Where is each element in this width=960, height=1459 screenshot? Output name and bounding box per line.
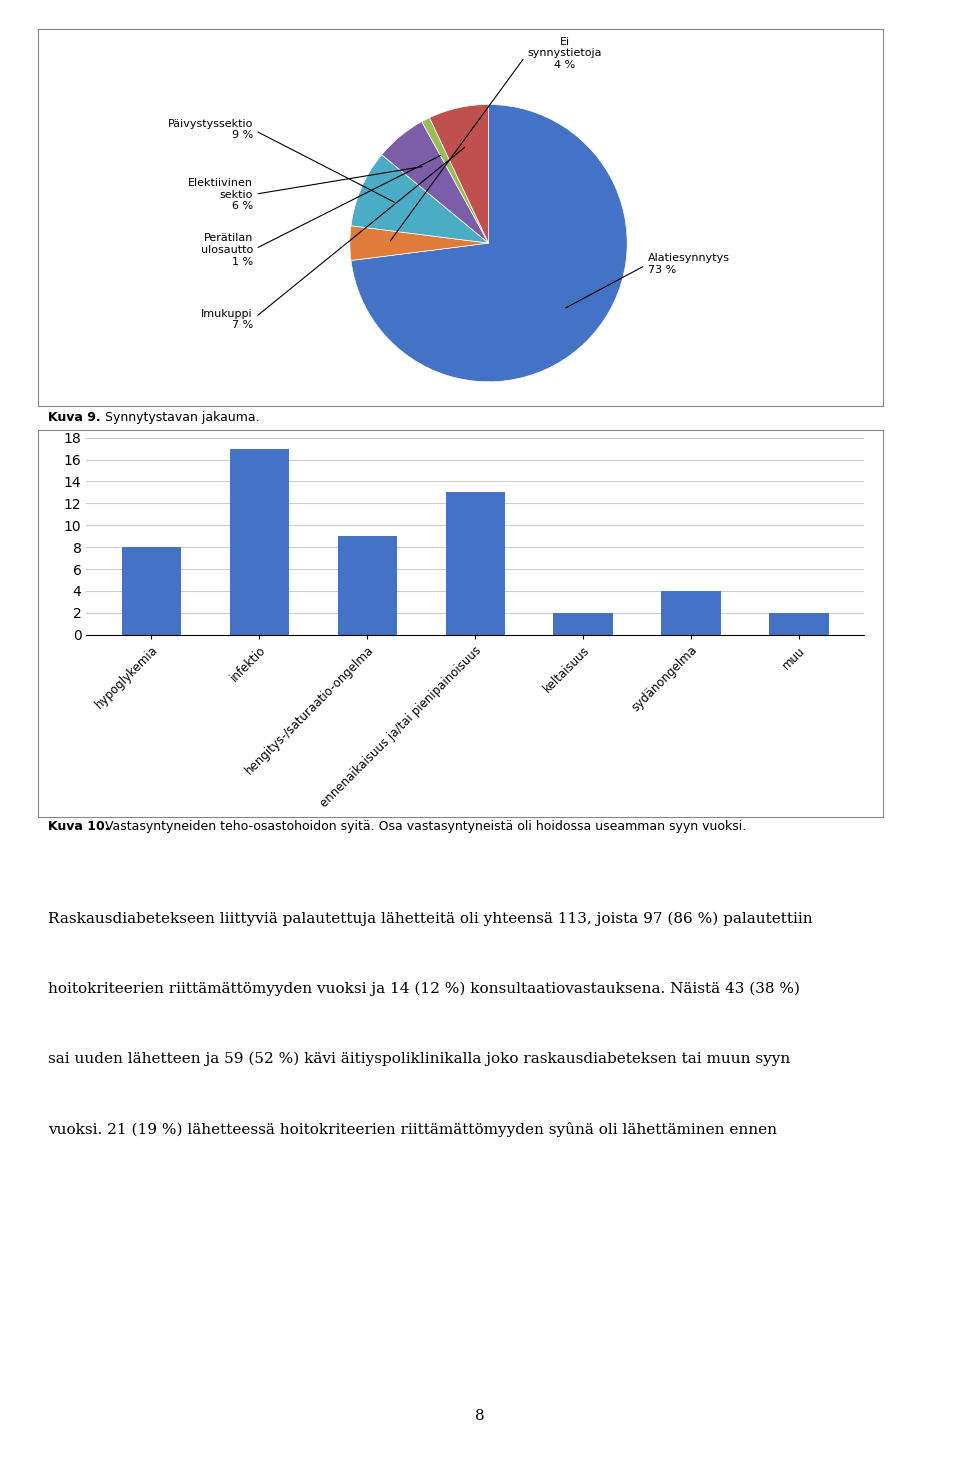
Bar [122,547,181,635]
Wedge shape [349,226,489,261]
Text: sai uuden lähetteen ja 59 (52 %) kävi äitiyspoliklinikalla joko raskausdiabeteks: sai uuden lähetteen ja 59 (52 %) kävi äi… [48,1052,790,1067]
Wedge shape [421,118,489,244]
Bar [769,613,828,635]
Text: Perätilan
ulosautto
1 %: Perätilan ulosautto 1 % [201,156,441,267]
Text: Synnytystavan jakauma.: Synnytystavan jakauma. [101,411,259,425]
Bar [661,591,721,635]
Text: vuoksi. 21 (19 %) lähetteessä hoitokriteerien riittämättömyyden syûnä oli lähett: vuoksi. 21 (19 %) lähetteessä hoitokrite… [48,1122,777,1137]
Text: Kuva 9.: Kuva 9. [48,411,101,425]
Bar [338,537,396,635]
Bar [554,613,612,635]
Wedge shape [429,105,489,244]
Wedge shape [382,121,489,244]
Text: hoitokriteerien riittämättömyyden vuoksi ja 14 (12 %) konsultaatiovastauksena. N: hoitokriteerien riittämättömyyden vuoksi… [48,982,800,996]
Text: Raskausdiabetekseen liittyviä palautettuja lähetteitä oli yhteensä 113, joista 9: Raskausdiabetekseen liittyviä palautettu… [48,912,812,926]
Text: Kuva 10.: Kuva 10. [48,820,109,833]
Text: Ei
synnystietoja
4 %: Ei synnystietoja 4 % [391,36,602,241]
Text: 8: 8 [475,1408,485,1423]
Bar [445,493,505,635]
Bar [229,449,289,635]
Text: Päivystyssektio
9 %: Päivystyssektio 9 % [167,118,395,203]
Text: Imukuppi
7 %: Imukuppi 7 % [202,147,465,330]
Wedge shape [351,105,627,382]
Wedge shape [351,155,489,244]
Text: Alatiesynnytys
73 %: Alatiesynnytys 73 % [565,252,730,308]
Text: Vastasyntyneiden teho-osastohoidon syitä. Osa vastasyntyneistä oli hoidossa usea: Vastasyntyneiden teho-osastohoidon syitä… [101,820,746,833]
Text: Elektiivinen
sektio
6 %: Elektiivinen sektio 6 % [188,166,422,212]
